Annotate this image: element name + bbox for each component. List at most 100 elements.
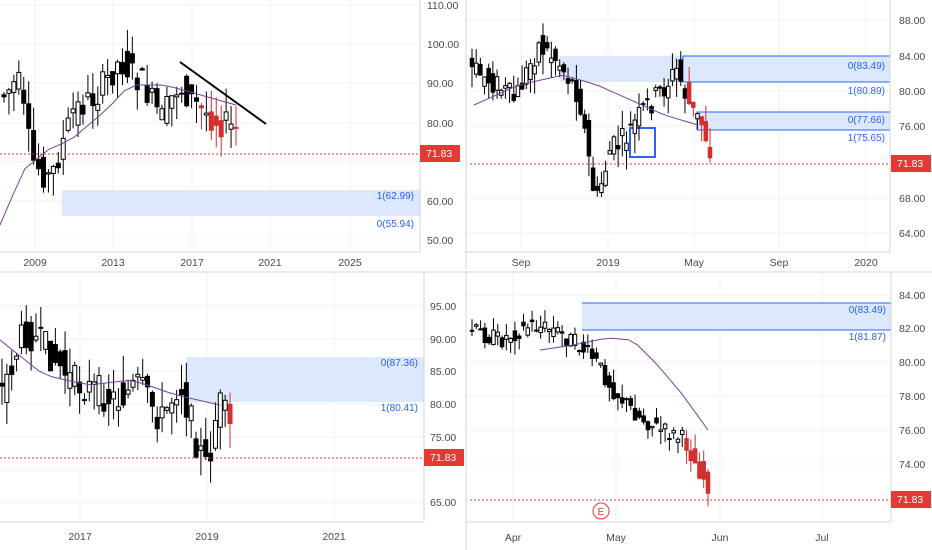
x-tick-label: 2021 bbox=[322, 531, 346, 543]
time-axis[interactable]: Sep 2019 May Sep 2020 bbox=[512, 257, 878, 269]
candle-body bbox=[569, 79, 575, 82]
candle-body bbox=[208, 111, 214, 131]
candle-body bbox=[615, 144, 621, 150]
y-tick-label: 64.00 bbox=[899, 228, 925, 240]
price-axis[interactable]: 110.00 100.00 90.00 80.00 60.00 50.00 71… bbox=[420, 0, 460, 247]
chart-panel-bottom-left[interactable]: 0(87.36) 1(80.41) 95.00 90.00 85.00 80.0… bbox=[0, 272, 464, 543]
candle-body bbox=[223, 111, 229, 121]
chart-panel-top-right[interactable]: 0(83.49) 1(80.89) 0(77.66) 1(75.65) 88.0… bbox=[465, 0, 931, 270]
candle-body bbox=[1, 94, 7, 98]
y-tick-label: 95.00 bbox=[430, 301, 456, 313]
y-tick-label: 110.00 bbox=[427, 0, 458, 12]
chart-panel-bottom-right[interactable]: 0(83.49) 1(81.87) E 84.00 82.00 80.00 78… bbox=[465, 272, 931, 550]
time-axis[interactable]: 2017 2019 2021 bbox=[68, 531, 346, 543]
price-axis[interactable]: 88.00 84.00 80.00 76.00 68.00 64.00 71.8… bbox=[891, 15, 931, 240]
candle-body bbox=[26, 103, 32, 129]
x-tick-label: 2020 bbox=[854, 257, 878, 269]
candle-body bbox=[662, 423, 668, 430]
candle-body bbox=[594, 352, 599, 359]
fib-label: 1(80.41) bbox=[381, 403, 418, 414]
x-tick-label: Sep bbox=[512, 257, 531, 269]
fib-zone bbox=[582, 303, 891, 330]
candle-body bbox=[188, 405, 194, 422]
candle-series bbox=[469, 310, 711, 507]
candle-body bbox=[478, 63, 483, 76]
candle-body bbox=[72, 364, 78, 387]
fib-label: 1(75.65) bbox=[848, 133, 885, 144]
candle-body bbox=[474, 324, 479, 327]
candle-body bbox=[574, 80, 579, 103]
earnings-event-marker[interactable]: E bbox=[592, 502, 610, 520]
candle-body bbox=[695, 113, 700, 120]
candle-body bbox=[159, 108, 165, 121]
candle-body bbox=[21, 89, 27, 104]
candle-body bbox=[45, 172, 51, 175]
x-tick-label: Jun bbox=[712, 532, 729, 544]
selection-box bbox=[629, 127, 656, 158]
price-axis[interactable]: 84.00 82.00 80.00 78.00 76.00 74.00 71.8… bbox=[891, 290, 931, 508]
y-tick-label: 80.00 bbox=[430, 399, 456, 411]
candle-body bbox=[38, 326, 44, 329]
candle-body bbox=[124, 50, 130, 78]
y-tick-label: 88.00 bbox=[899, 15, 925, 27]
candle-body bbox=[40, 156, 46, 188]
candle-body bbox=[680, 429, 685, 436]
candle-body bbox=[561, 64, 567, 73]
candle-body bbox=[154, 416, 160, 430]
candle-body bbox=[217, 392, 223, 428]
candle-body bbox=[129, 53, 135, 64]
fib-zone bbox=[560, 56, 890, 82]
y-tick-label: 76.00 bbox=[899, 121, 925, 133]
time-axis[interactable]: Apr May Jun Jul bbox=[505, 532, 829, 544]
candle-body bbox=[637, 410, 642, 418]
candle-body bbox=[6, 89, 12, 94]
candle-body bbox=[519, 82, 525, 90]
candle-body bbox=[486, 67, 491, 84]
candle-body bbox=[582, 114, 587, 129]
x-tick-label: 2025 bbox=[338, 257, 362, 269]
candle-body bbox=[678, 59, 684, 82]
candle-body bbox=[169, 95, 175, 109]
candle-body bbox=[227, 403, 233, 425]
y-tick-label: 74.00 bbox=[899, 459, 925, 471]
candle-body bbox=[701, 461, 706, 480]
x-tick-label: May bbox=[606, 532, 627, 544]
fib-zone bbox=[186, 357, 424, 402]
candle-body bbox=[80, 104, 86, 115]
y-tick-label: 65.00 bbox=[430, 497, 456, 509]
candle-body bbox=[589, 348, 595, 359]
candle-body bbox=[577, 350, 582, 353]
price-tag: 71.83 bbox=[897, 158, 923, 170]
time-axis[interactable]: 2009 2013 2017 2021 2025 bbox=[23, 257, 362, 269]
candle-body bbox=[50, 166, 56, 174]
candle-body bbox=[684, 438, 689, 451]
fib-zone bbox=[62, 190, 420, 216]
y-tick-label: 68.00 bbox=[899, 193, 925, 205]
price-tag-bg bbox=[891, 491, 931, 508]
candle-body bbox=[106, 388, 112, 405]
candle-body bbox=[515, 85, 521, 98]
candle-body bbox=[611, 382, 616, 400]
fib-label: 1(80.89) bbox=[848, 86, 885, 97]
y-tick-label: 80.00 bbox=[899, 86, 925, 98]
candle-body bbox=[564, 338, 569, 346]
candle-body bbox=[585, 345, 591, 348]
candle-body bbox=[705, 471, 711, 494]
candle-body bbox=[665, 85, 671, 99]
fib-label: 0(87.36) bbox=[381, 358, 418, 369]
candle-body bbox=[671, 430, 676, 434]
moving-average-line bbox=[0, 339, 221, 406]
candle-body bbox=[478, 328, 483, 331]
candle-body bbox=[169, 402, 175, 414]
candle-body bbox=[469, 329, 475, 332]
chart-panel-top-left[interactable]: 1(62.99) 0(55.94) 110.00 100.00 90.00 80… bbox=[0, 0, 460, 269]
candle-body bbox=[551, 327, 556, 338]
price-axis[interactable]: 95.00 90.00 85.00 80.00 75.00 65.00 71.8… bbox=[424, 301, 464, 509]
candle-body bbox=[657, 86, 663, 89]
candle-body bbox=[0, 382, 5, 387]
candle-body bbox=[691, 101, 696, 108]
candle-body bbox=[43, 331, 49, 350]
candle-body bbox=[565, 78, 571, 84]
candle-body bbox=[115, 406, 121, 411]
